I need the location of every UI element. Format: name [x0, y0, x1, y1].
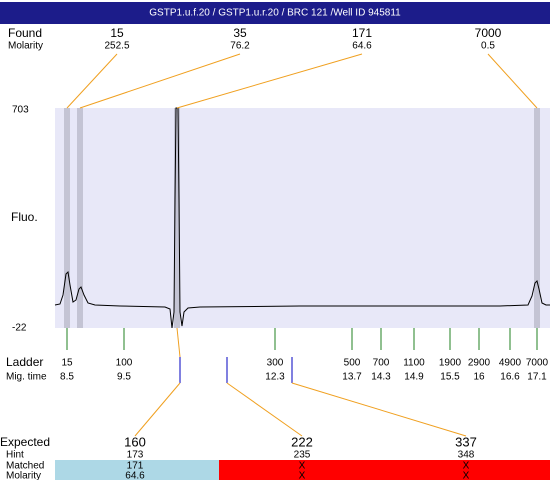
ladder-label: Ladder [6, 355, 43, 369]
y-axis-label: Fluo. [11, 210, 38, 224]
expected-hint: 235 [294, 450, 311, 461]
ladder-sublabel: Mig. time [6, 372, 47, 383]
ladder-time: 15.5 [440, 372, 460, 383]
ladder-time: 14.9 [404, 372, 424, 383]
ladder-time: 13.7 [342, 372, 362, 383]
found-size: 15 [110, 26, 124, 40]
expected-molarity: X [299, 471, 306, 480]
ladder-time: 16.6 [500, 372, 520, 383]
found-molarity: 252.5 [104, 41, 129, 52]
found-molarity: 0.5 [481, 41, 495, 52]
found-size: 7000 [475, 26, 502, 40]
matched-row-missing [219, 460, 550, 480]
ladder-size: 500 [344, 358, 361, 369]
expected-hint: 348 [458, 450, 475, 461]
ladder-time: 17.1 [527, 372, 547, 383]
y-max-label: 703 [12, 105, 29, 116]
plot-area [55, 108, 550, 328]
expected-size: 337 [455, 434, 477, 449]
ladder-size: 100 [116, 358, 133, 369]
ladder-time: 9.5 [117, 372, 131, 383]
ladder-ticks [66, 328, 538, 350]
expected-ticks [179, 357, 293, 383]
title: GSTP1.u.f.20 / GSTP1.u.r.20 / BRC 121 /W… [149, 8, 401, 19]
expected-size: 222 [291, 434, 313, 449]
found-molarity: 64.6 [352, 41, 372, 52]
y-min-label: -22 [12, 323, 27, 334]
expected-matched: X [463, 461, 470, 472]
ladder-size: 2900 [468, 358, 491, 369]
expected-molarity: X [463, 471, 470, 480]
found-connectors [66, 53, 538, 109]
trace [54, 107, 550, 329]
found-sublabel: Molarity [8, 41, 43, 52]
ladder-size: 1100 [403, 358, 425, 369]
hint-label: Hint [6, 450, 24, 461]
expected-molarity: 64.6 [125, 471, 145, 480]
found-size: 171 [352, 26, 372, 40]
ladder-time: 8.5 [60, 372, 74, 383]
ladder-size: 15 [61, 358, 73, 369]
expected-connectors [134, 327, 467, 437]
ladder-size: 700 [373, 358, 390, 369]
ladder-size: 4900 [499, 358, 522, 369]
peak-bands [64, 108, 540, 328]
matched-label: Matched [6, 461, 44, 472]
ladder-time: 12.3 [265, 372, 285, 383]
expected-size: 160 [124, 434, 146, 449]
found-size: 35 [233, 26, 247, 40]
ladder-time: 16 [473, 372, 485, 383]
expected-label: Expected [0, 435, 50, 449]
expected-matched: X [299, 461, 306, 472]
ladder-size: 1900 [439, 358, 462, 369]
molarity-label: Molarity [6, 471, 41, 480]
found-label: Found [8, 26, 42, 40]
matched-row-ok [55, 460, 219, 480]
ladder-time: 14.3 [371, 372, 391, 383]
expected-hint: 173 [127, 450, 144, 461]
found-molarity: 76.2 [230, 41, 250, 52]
expected-matched: 171 [127, 461, 144, 472]
ladder-size: 7000 [526, 358, 549, 369]
ladder-size: 300 [267, 358, 284, 369]
title-bar [0, 2, 550, 24]
